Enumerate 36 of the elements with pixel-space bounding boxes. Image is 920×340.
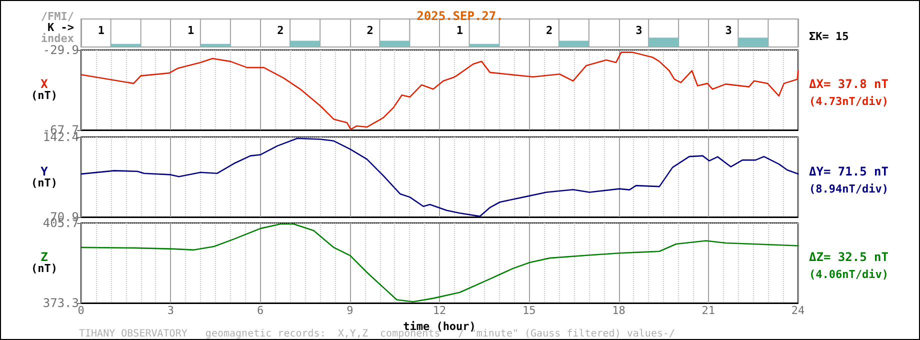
data-label: 1 (98, 24, 105, 37)
y-tick-label: -29.9 (42, 43, 79, 57)
y-tick-label: 373.3 (42, 296, 79, 310)
x-tick-label: 3 (167, 304, 174, 317)
y-axis-title: Z (nT) (30, 250, 58, 275)
text: (8.94nT/div) (809, 182, 888, 196)
x-tick-label: 18 (612, 304, 626, 317)
x-tick-label: 24 (791, 304, 805, 317)
line-series (80, 223, 799, 302)
text: (4.73nT/div) (809, 95, 888, 108)
x-tick-label: 12 (432, 304, 446, 317)
x-tick-label: 21 (702, 304, 715, 317)
text: /FMI/ (40, 10, 74, 23)
text: ΔX= 37.8 nT (809, 77, 888, 91)
data-label: 1 (456, 24, 464, 37)
data-label: 3 (725, 24, 732, 37)
text: (4.06nT/div) (809, 268, 888, 281)
text: ΣK= 15 (809, 30, 849, 43)
data-label: 2 (366, 24, 374, 37)
data-label: 2 (277, 24, 284, 37)
y-axis-title: X (nT) (30, 77, 58, 102)
text: ΔZ= 32.5 nT (809, 250, 888, 264)
line-series (80, 138, 799, 217)
x-tick-label: 0 (78, 304, 84, 317)
line-series (80, 52, 799, 130)
y-axis-title: K -> (48, 21, 74, 34)
chart-title: 2025.SEP.27. (416, 9, 504, 23)
text: index (40, 32, 74, 45)
y-axis-title: Y (nT) (30, 164, 58, 190)
x-tick-label: 15 (522, 304, 536, 317)
data-label: 3 (636, 24, 642, 37)
text: ΔY= 71.5 nT (809, 164, 888, 178)
x-tick-label: 9 (346, 304, 354, 317)
data-label: 2 (546, 24, 553, 37)
x-tick-label: 6 (256, 304, 264, 317)
data-label: 1 (187, 24, 194, 37)
